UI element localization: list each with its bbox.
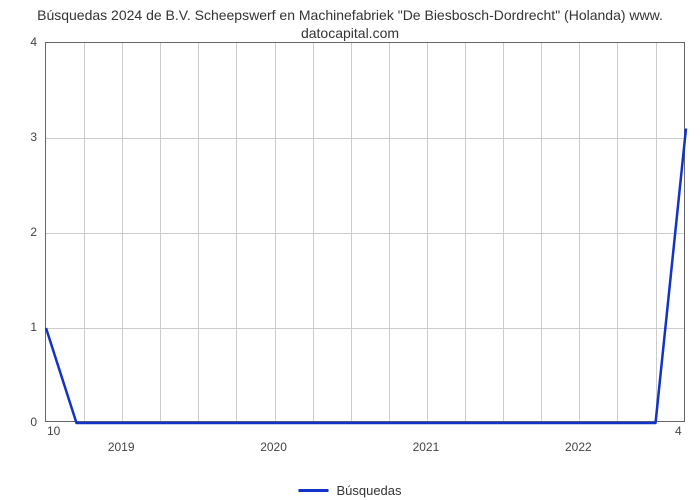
x-tick-label: 2021 xyxy=(413,440,440,454)
y-tick-label: 2 xyxy=(17,225,37,239)
chart-legend: Búsquedas xyxy=(298,483,401,498)
y-tick-label: 3 xyxy=(17,130,37,144)
corner-right-label: 4 xyxy=(675,424,682,438)
title-line-1: Búsquedas 2024 de B.V. Scheepswerf en Ma… xyxy=(37,7,663,23)
y-tick-label: 0 xyxy=(17,415,37,429)
chart-container: 01234 2019202020212022 104 xyxy=(0,42,700,462)
line-series xyxy=(46,43,686,423)
corner-left-label: 10 xyxy=(47,424,60,438)
plot-area xyxy=(45,42,685,422)
title-line-2: datocapital.com xyxy=(301,25,399,41)
x-tick-label: 2020 xyxy=(260,440,287,454)
y-tick-label: 4 xyxy=(17,35,37,49)
x-tick-label: 2022 xyxy=(565,440,592,454)
legend-line-swatch xyxy=(298,489,328,492)
legend-label: Búsquedas xyxy=(336,483,401,498)
y-tick-label: 1 xyxy=(17,320,37,334)
chart-title: Búsquedas 2024 de B.V. Scheepswerf en Ma… xyxy=(0,0,700,44)
x-tick-label: 2019 xyxy=(108,440,135,454)
